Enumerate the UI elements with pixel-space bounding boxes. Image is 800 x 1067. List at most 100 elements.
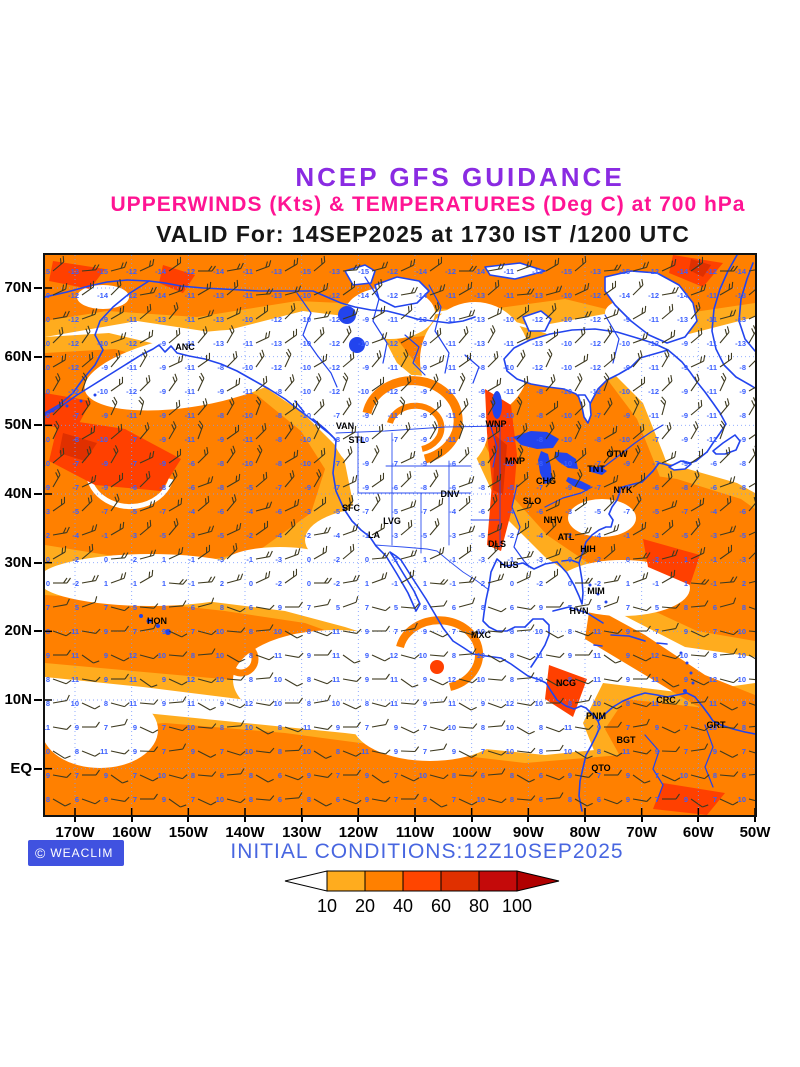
wind-barb [603, 351, 616, 368]
wind-barb [197, 326, 208, 344]
wind-barb [458, 678, 478, 684]
temp-value: 7 [191, 795, 195, 804]
temp-value: -8 [739, 363, 746, 372]
temp-value: 11 [71, 675, 79, 684]
latlon-gridlines [45, 255, 755, 815]
wind-barb [661, 303, 674, 320]
wind-barb [575, 649, 593, 656]
temp-value: -14 [735, 267, 747, 276]
wind-barb [516, 471, 529, 488]
temp-value: -14 [155, 267, 167, 276]
wind-barb [255, 604, 275, 610]
wind-barb [719, 702, 738, 711]
temp-value: -9 [101, 363, 108, 372]
wind-barb [574, 373, 583, 392]
wind-barb [429, 651, 449, 657]
wind-barb [458, 750, 478, 758]
lon-label: 150W [168, 824, 208, 841]
lon-tick [300, 817, 303, 822]
temp-value: 11 [709, 699, 717, 708]
temp-value: 10 [738, 651, 746, 660]
wind-barb [487, 377, 502, 392]
temp-value: -6 [478, 507, 485, 516]
wind-barb [429, 256, 443, 272]
temp-value: 11 [129, 675, 137, 684]
temp-value: -11 [388, 411, 398, 420]
wind-barb [748, 445, 758, 464]
temp-value: -5 [130, 507, 137, 516]
temp-value: 11 [535, 651, 543, 660]
temp-value: -11 [243, 291, 253, 300]
temp-value: -14 [619, 291, 631, 300]
wind-barb [719, 648, 738, 656]
temp-value: -9 [739, 387, 746, 396]
temp-value: 10 [680, 771, 688, 780]
temp-value: 8 [713, 651, 717, 660]
wind-barb [458, 281, 473, 296]
temp-value: 7 [162, 723, 166, 732]
lat-label: 30N [4, 553, 32, 571]
temp-value: 9 [104, 795, 108, 804]
temp-value: -8 [478, 459, 485, 468]
temp-value: 10 [738, 795, 746, 804]
wind-barb [255, 288, 274, 296]
temp-value: -6 [275, 507, 282, 516]
temp-value: -4 [507, 507, 514, 516]
wind-barb [545, 630, 564, 639]
wind-barb [110, 423, 123, 440]
wind-barb [371, 796, 391, 802]
wind-barb [52, 420, 60, 440]
temp-value: -6 [536, 507, 543, 516]
temp-value: -5 [507, 483, 514, 492]
weaclim-logo: © WEACLIM [28, 840, 124, 866]
wind-barb [255, 624, 274, 632]
temp-value: 9 [278, 603, 282, 612]
city-label: DLS [488, 539, 506, 549]
wind-barb [313, 420, 321, 440]
wind-barb [545, 678, 564, 687]
temp-value: -14 [474, 267, 486, 276]
wind-barb [516, 304, 530, 320]
temp-value: -8 [275, 435, 282, 444]
temp-value: -14 [358, 291, 370, 300]
temp-value: 7 [133, 795, 137, 804]
wind-barb [371, 350, 382, 368]
temp-value: -10 [45, 363, 50, 372]
temp-value: -10 [300, 363, 311, 372]
wind-barb [284, 449, 299, 464]
temp-value: -10 [300, 339, 311, 348]
temp-value: 8 [278, 747, 282, 756]
temp-value: 7 [75, 771, 79, 780]
wind-barb [690, 726, 710, 732]
wind-barb [197, 750, 217, 758]
colorbar-segment [402, 870, 442, 892]
temp-value: -11 [649, 363, 659, 372]
wind-barb [197, 446, 209, 464]
wind-barb [719, 576, 738, 584]
wind-barb [110, 376, 124, 392]
wind-barb [371, 376, 385, 392]
temp-value: -12 [648, 339, 659, 348]
temp-value: 6 [481, 771, 485, 780]
temp-value: 8 [742, 603, 746, 612]
wind-barb [603, 596, 620, 608]
temp-value: 10 [477, 795, 485, 804]
wind-barb [284, 792, 303, 800]
wind-barb [632, 552, 651, 560]
wind-barb [690, 256, 704, 272]
wind-barb [487, 397, 496, 416]
wind-barb [52, 326, 64, 344]
city-label: MNP [505, 456, 525, 466]
city-label: NCG [556, 678, 576, 688]
wind-barb [487, 768, 506, 776]
wind-barb [429, 302, 440, 320]
temp-value: 8 [191, 771, 195, 780]
temp-value: -8 [420, 483, 427, 492]
temp-value: 9 [713, 747, 717, 756]
wind-barb [197, 648, 216, 656]
temp-value: -3 [449, 531, 456, 540]
temp-value: -7 [536, 483, 543, 492]
temp-value: -11 [243, 435, 253, 444]
lon-axis: 170W 160W 150W 140W 130W 120W 110W 100W 90W 80W 70… [43, 817, 770, 847]
wind-barb [110, 396, 118, 416]
